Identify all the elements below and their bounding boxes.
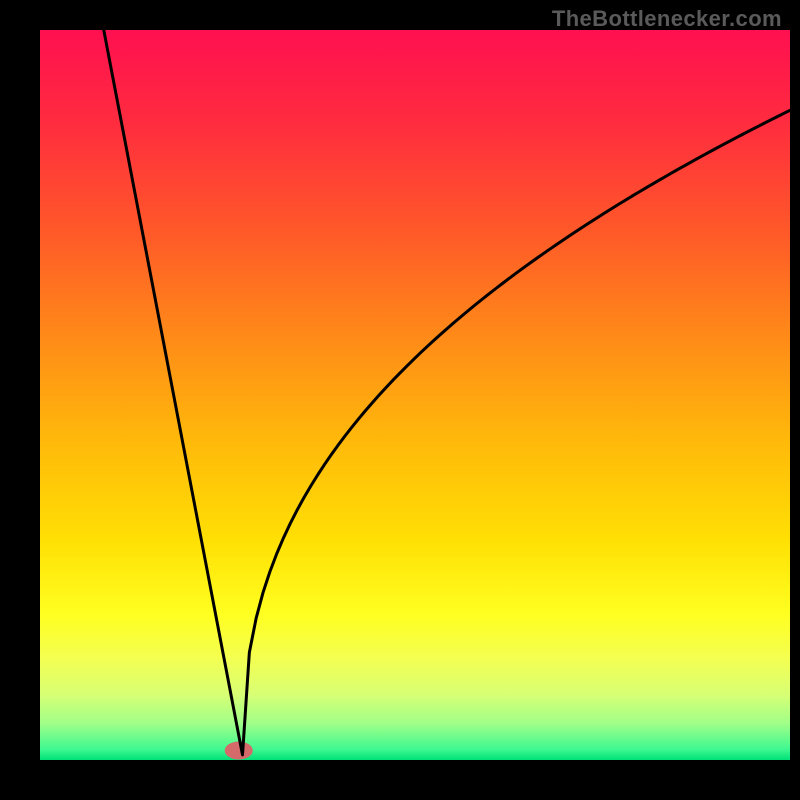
gradient-background [40,30,790,760]
bottleneck-chart [0,0,800,800]
bottleneck-marker [225,742,253,760]
chart-container: TheBottlenecker.com [0,0,800,800]
watermark-text: TheBottlenecker.com [552,6,782,32]
